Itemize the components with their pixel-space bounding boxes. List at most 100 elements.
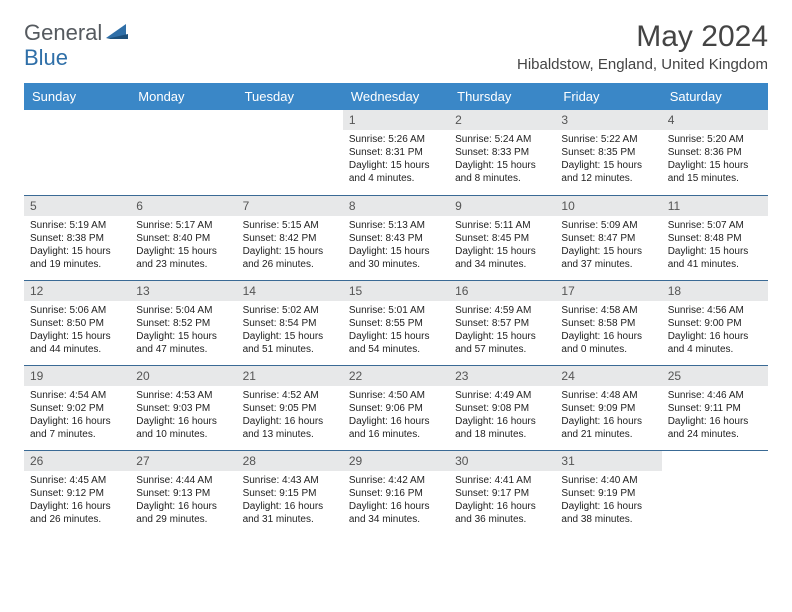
weekday-header: Friday xyxy=(555,83,661,110)
day-details: Sunrise: 4:54 AMSunset: 9:02 PMDaylight:… xyxy=(24,386,130,447)
day-details: Sunrise: 5:06 AMSunset: 8:50 PMDaylight:… xyxy=(24,301,130,362)
calendar-day-cell: 9Sunrise: 5:11 AMSunset: 8:45 PMDaylight… xyxy=(449,195,555,280)
calendar-day-cell: 11Sunrise: 5:07 AMSunset: 8:48 PMDayligh… xyxy=(662,195,768,280)
logo: General xyxy=(24,20,130,46)
day-number: 13 xyxy=(130,281,236,301)
day-number: 10 xyxy=(555,196,661,216)
day-number: 18 xyxy=(662,281,768,301)
calendar-day-cell: 18Sunrise: 4:56 AMSunset: 9:00 PMDayligh… xyxy=(662,280,768,365)
day-number: 17 xyxy=(555,281,661,301)
calendar-day-cell: 14Sunrise: 5:02 AMSunset: 8:54 PMDayligh… xyxy=(237,280,343,365)
calendar-day-cell: 5Sunrise: 5:19 AMSunset: 8:38 PMDaylight… xyxy=(24,195,130,280)
day-details: Sunrise: 5:20 AMSunset: 8:36 PMDaylight:… xyxy=(662,130,768,191)
calendar-day-cell: 7Sunrise: 5:15 AMSunset: 8:42 PMDaylight… xyxy=(237,195,343,280)
day-number: 16 xyxy=(449,281,555,301)
day-details: Sunrise: 5:13 AMSunset: 8:43 PMDaylight:… xyxy=(343,216,449,277)
calendar-day-cell: 31Sunrise: 4:40 AMSunset: 9:19 PMDayligh… xyxy=(555,450,661,535)
calendar-day-cell: 30Sunrise: 4:41 AMSunset: 9:17 PMDayligh… xyxy=(449,450,555,535)
calendar-day-cell xyxy=(24,110,130,195)
day-number: 3 xyxy=(555,110,661,130)
day-details: Sunrise: 4:46 AMSunset: 9:11 PMDaylight:… xyxy=(662,386,768,447)
calendar-day-cell: 28Sunrise: 4:43 AMSunset: 9:15 PMDayligh… xyxy=(237,450,343,535)
calendar-day-cell: 29Sunrise: 4:42 AMSunset: 9:16 PMDayligh… xyxy=(343,450,449,535)
day-number: 14 xyxy=(237,281,343,301)
day-number: 25 xyxy=(662,366,768,386)
day-number: 12 xyxy=(24,281,130,301)
day-details: Sunrise: 5:19 AMSunset: 8:38 PMDaylight:… xyxy=(24,216,130,277)
day-details: Sunrise: 4:44 AMSunset: 9:13 PMDaylight:… xyxy=(130,471,236,532)
day-number: 31 xyxy=(555,451,661,471)
weekday-header: Wednesday xyxy=(343,83,449,110)
calendar-day-cell: 15Sunrise: 5:01 AMSunset: 8:55 PMDayligh… xyxy=(343,280,449,365)
day-details: Sunrise: 4:48 AMSunset: 9:09 PMDaylight:… xyxy=(555,386,661,447)
day-number: 1 xyxy=(343,110,449,130)
month-title: May 2024 xyxy=(517,20,768,54)
calendar-day-cell: 4Sunrise: 5:20 AMSunset: 8:36 PMDaylight… xyxy=(662,110,768,195)
calendar-day-cell: 13Sunrise: 5:04 AMSunset: 8:52 PMDayligh… xyxy=(130,280,236,365)
day-details: Sunrise: 5:22 AMSunset: 8:35 PMDaylight:… xyxy=(555,130,661,191)
day-number: 2 xyxy=(449,110,555,130)
weekday-header: Saturday xyxy=(662,83,768,110)
logo-text-blue: Blue xyxy=(24,45,68,70)
logo-text-general: General xyxy=(24,20,102,46)
day-details: Sunrise: 4:52 AMSunset: 9:05 PMDaylight:… xyxy=(237,386,343,447)
calendar-week-row: 5Sunrise: 5:19 AMSunset: 8:38 PMDaylight… xyxy=(24,195,768,280)
calendar-day-cell: 24Sunrise: 4:48 AMSunset: 9:09 PMDayligh… xyxy=(555,365,661,450)
calendar-day-cell: 2Sunrise: 5:24 AMSunset: 8:33 PMDaylight… xyxy=(449,110,555,195)
day-details: Sunrise: 4:41 AMSunset: 9:17 PMDaylight:… xyxy=(449,471,555,532)
day-number: 5 xyxy=(24,196,130,216)
calendar-day-cell: 19Sunrise: 4:54 AMSunset: 9:02 PMDayligh… xyxy=(24,365,130,450)
day-number: 29 xyxy=(343,451,449,471)
calendar-day-cell xyxy=(130,110,236,195)
logo-triangle-icon xyxy=(106,22,128,45)
day-details: Sunrise: 5:17 AMSunset: 8:40 PMDaylight:… xyxy=(130,216,236,277)
title-block: May 2024 Hibaldstow, England, United Kin… xyxy=(517,20,768,73)
day-details: Sunrise: 4:40 AMSunset: 9:19 PMDaylight:… xyxy=(555,471,661,532)
weekday-header: Tuesday xyxy=(237,83,343,110)
calendar-day-cell: 27Sunrise: 4:44 AMSunset: 9:13 PMDayligh… xyxy=(130,450,236,535)
day-number: 22 xyxy=(343,366,449,386)
day-details: Sunrise: 4:45 AMSunset: 9:12 PMDaylight:… xyxy=(24,471,130,532)
calendar-day-cell xyxy=(662,450,768,535)
calendar-week-row: 26Sunrise: 4:45 AMSunset: 9:12 PMDayligh… xyxy=(24,450,768,535)
calendar-day-cell: 21Sunrise: 4:52 AMSunset: 9:05 PMDayligh… xyxy=(237,365,343,450)
day-number: 6 xyxy=(130,196,236,216)
day-number: 4 xyxy=(662,110,768,130)
day-details: Sunrise: 4:42 AMSunset: 9:16 PMDaylight:… xyxy=(343,471,449,532)
calendar-day-cell xyxy=(237,110,343,195)
day-details: Sunrise: 4:59 AMSunset: 8:57 PMDaylight:… xyxy=(449,301,555,362)
day-number: 28 xyxy=(237,451,343,471)
day-details: Sunrise: 5:04 AMSunset: 8:52 PMDaylight:… xyxy=(130,301,236,362)
day-details: Sunrise: 5:26 AMSunset: 8:31 PMDaylight:… xyxy=(343,130,449,191)
day-details: Sunrise: 4:49 AMSunset: 9:08 PMDaylight:… xyxy=(449,386,555,447)
calendar-day-cell: 26Sunrise: 4:45 AMSunset: 9:12 PMDayligh… xyxy=(24,450,130,535)
day-number: 19 xyxy=(24,366,130,386)
day-details: Sunrise: 5:15 AMSunset: 8:42 PMDaylight:… xyxy=(237,216,343,277)
calendar-week-row: 19Sunrise: 4:54 AMSunset: 9:02 PMDayligh… xyxy=(24,365,768,450)
day-number: 8 xyxy=(343,196,449,216)
calendar-day-cell: 23Sunrise: 4:49 AMSunset: 9:08 PMDayligh… xyxy=(449,365,555,450)
header: General May 2024 Hibaldstow, England, Un… xyxy=(24,20,768,73)
day-details: Sunrise: 4:58 AMSunset: 8:58 PMDaylight:… xyxy=(555,301,661,362)
calendar-day-cell: 12Sunrise: 5:06 AMSunset: 8:50 PMDayligh… xyxy=(24,280,130,365)
day-details: Sunrise: 4:50 AMSunset: 9:06 PMDaylight:… xyxy=(343,386,449,447)
day-details: Sunrise: 5:02 AMSunset: 8:54 PMDaylight:… xyxy=(237,301,343,362)
location: Hibaldstow, England, United Kingdom xyxy=(517,56,768,73)
day-details: Sunrise: 5:11 AMSunset: 8:45 PMDaylight:… xyxy=(449,216,555,277)
calendar-day-cell: 20Sunrise: 4:53 AMSunset: 9:03 PMDayligh… xyxy=(130,365,236,450)
day-details: Sunrise: 4:53 AMSunset: 9:03 PMDaylight:… xyxy=(130,386,236,447)
calendar-day-cell: 16Sunrise: 4:59 AMSunset: 8:57 PMDayligh… xyxy=(449,280,555,365)
calendar-week-row: 12Sunrise: 5:06 AMSunset: 8:50 PMDayligh… xyxy=(24,280,768,365)
day-details: Sunrise: 5:01 AMSunset: 8:55 PMDaylight:… xyxy=(343,301,449,362)
calendar-day-cell: 8Sunrise: 5:13 AMSunset: 8:43 PMDaylight… xyxy=(343,195,449,280)
day-number: 24 xyxy=(555,366,661,386)
day-details: Sunrise: 5:09 AMSunset: 8:47 PMDaylight:… xyxy=(555,216,661,277)
day-details: Sunrise: 4:43 AMSunset: 9:15 PMDaylight:… xyxy=(237,471,343,532)
calendar-day-cell: 25Sunrise: 4:46 AMSunset: 9:11 PMDayligh… xyxy=(662,365,768,450)
day-number: 23 xyxy=(449,366,555,386)
day-number: 9 xyxy=(449,196,555,216)
weekday-header: Thursday xyxy=(449,83,555,110)
calendar-day-cell: 3Sunrise: 5:22 AMSunset: 8:35 PMDaylight… xyxy=(555,110,661,195)
calendar-week-row: 1Sunrise: 5:26 AMSunset: 8:31 PMDaylight… xyxy=(24,110,768,195)
day-number: 30 xyxy=(449,451,555,471)
